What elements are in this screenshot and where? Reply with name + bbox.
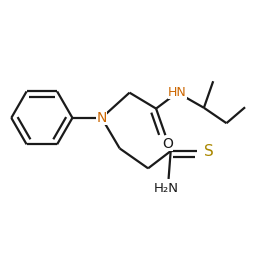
Text: S: S: [204, 144, 214, 159]
Text: O: O: [163, 137, 174, 151]
Text: N: N: [96, 111, 107, 125]
Text: HN: HN: [168, 86, 187, 99]
Text: H₂N: H₂N: [154, 182, 178, 195]
